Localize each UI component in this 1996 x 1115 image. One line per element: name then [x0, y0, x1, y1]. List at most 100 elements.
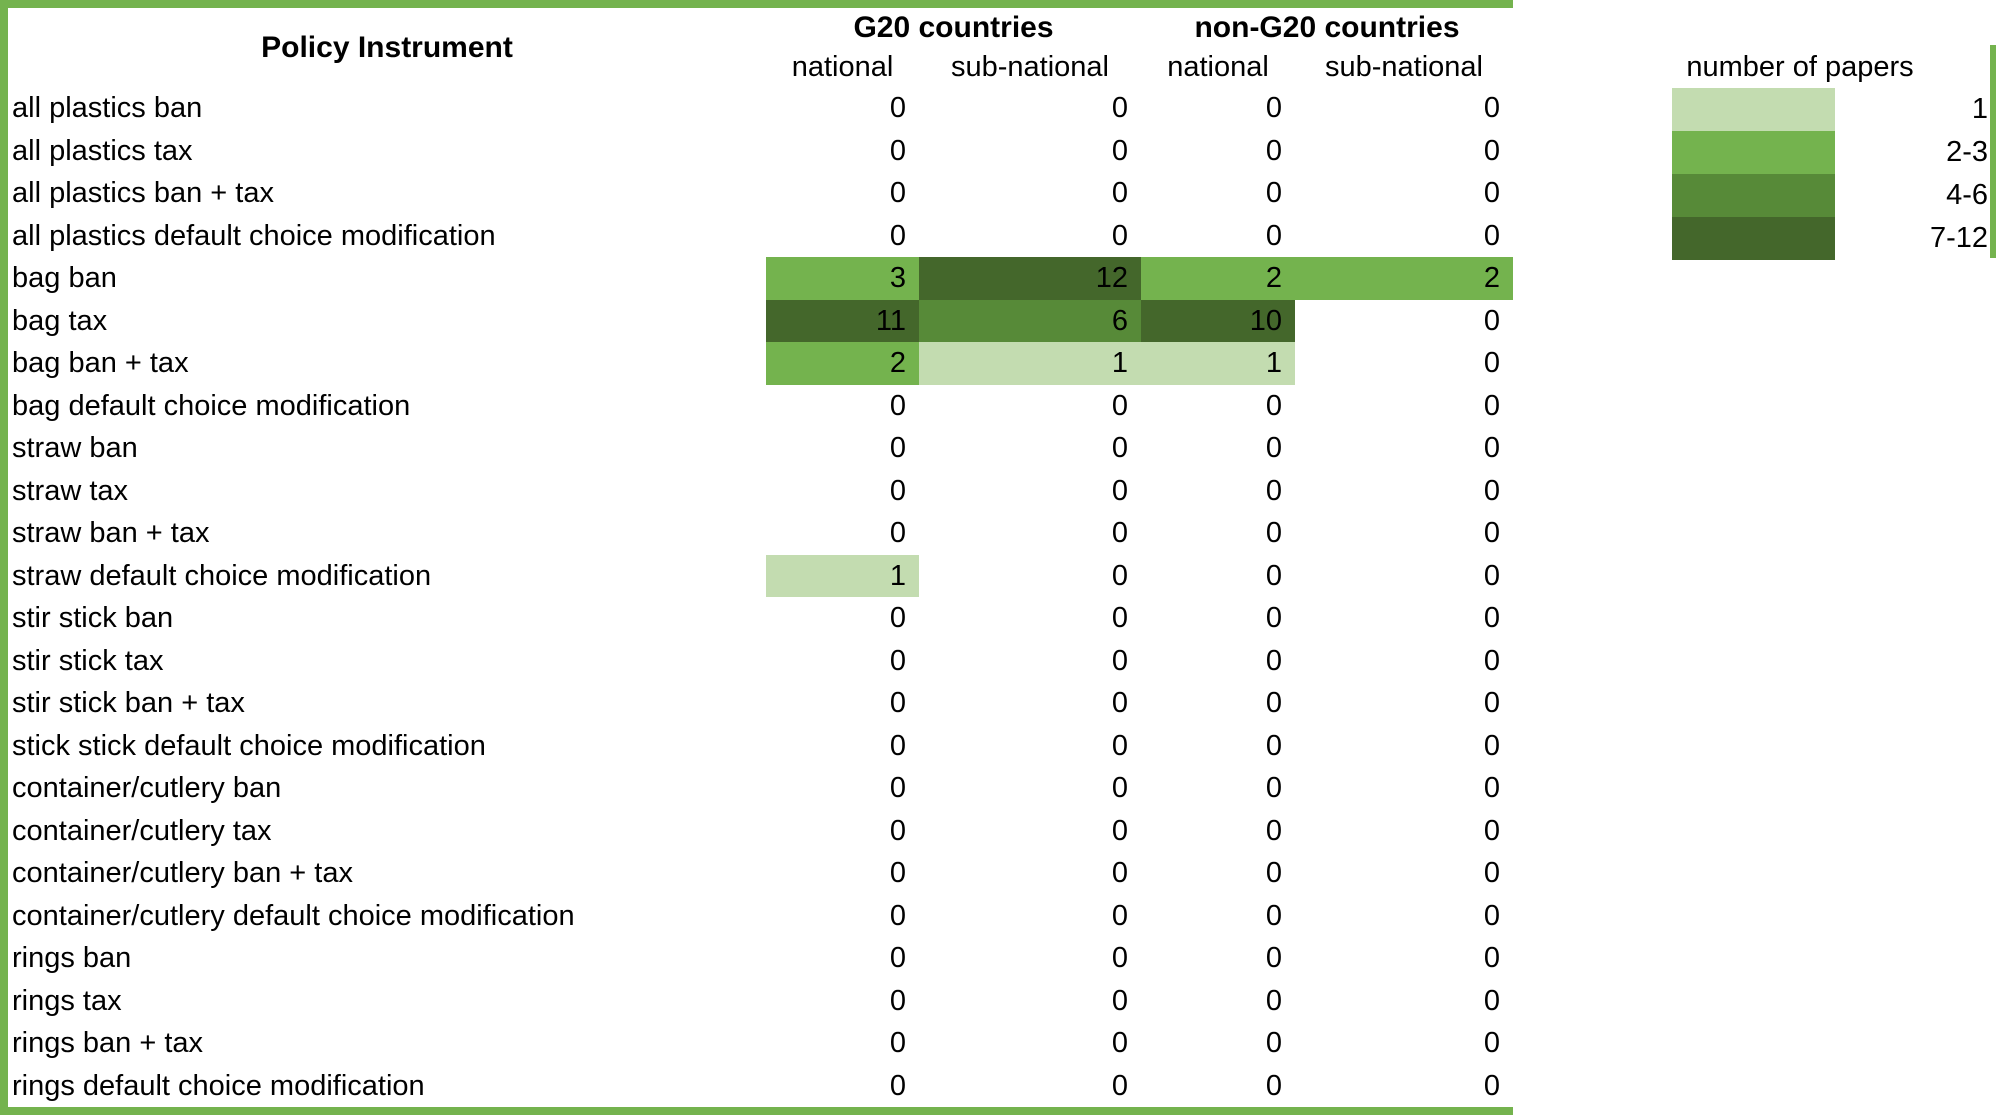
heatmap-cell: 0 — [1265, 602, 1282, 634]
table-row: all plastics tax 0 0 0 0 — [8, 130, 1513, 173]
heatmap-cell: 0 — [1483, 1069, 1500, 1102]
heatmap-cell: 0 — [1111, 984, 1128, 1017]
heatmap-cell: 0 — [889, 942, 906, 974]
heatmap-cell: 0 — [1111, 389, 1128, 422]
heatmap-cell: 0 — [1111, 559, 1128, 592]
column-group-g20: G20 countries — [853, 10, 1054, 44]
heatmap-cell: 11 — [766, 299, 919, 342]
heatmap-cell: 12 — [919, 257, 1141, 300]
legend-label: 7-12 — [1929, 222, 1988, 254]
row-label: stir stick tax — [12, 644, 164, 677]
heatmap-cell: 0 — [1483, 814, 1500, 847]
heatmap-cell: 0 — [1111, 474, 1128, 507]
heatmap-cell: 1 — [1141, 342, 1295, 385]
row-label: bag ban + tax — [12, 347, 189, 379]
column-group-non-g20: non-G20 countries — [1194, 10, 1460, 44]
heatmap-cell: 0 — [889, 602, 906, 634]
heatmap-cell: 2 — [1295, 257, 1513, 300]
table-row: stir stick ban 0 0 0 0 — [8, 597, 1513, 640]
heatmap-cell: 0 — [1483, 687, 1500, 719]
legend-color-scale — [1672, 88, 1835, 260]
heatmap-cell: 0 — [889, 92, 906, 124]
heatmap-cell: 0 — [1483, 644, 1500, 677]
row-label: straw default choice modification — [12, 559, 432, 592]
row-label: straw ban + tax — [12, 517, 210, 549]
heatmap-cell: 0 — [889, 687, 906, 719]
table-row: rings tax 0 0 0 0 — [8, 980, 1513, 1023]
heatmap-cell: 0 — [889, 899, 906, 932]
heatmap-cell: 0 — [1111, 814, 1128, 847]
heatmap-cell: 3 — [766, 257, 919, 300]
table-row: container/cutlery ban + tax 0 0 0 0 — [8, 852, 1513, 895]
row-label: bag ban — [12, 262, 117, 294]
table-row: bag default choice modification 0 0 0 0 — [8, 385, 1513, 428]
table-row: all plastics default choice modification… — [8, 215, 1513, 258]
table-row: straw default choice modification 1 0 0 0 — [8, 554, 1513, 597]
row-label: rings ban — [12, 942, 132, 974]
row-label: container/cutlery tax — [12, 814, 272, 847]
heatmap-cell: 0 — [1111, 134, 1128, 167]
heatmap-cell: 0 — [889, 517, 906, 549]
table-border-top — [0, 0, 1513, 8]
heatmap-cell: 0 — [1483, 942, 1500, 974]
heatmap-cell: 0 — [1265, 687, 1282, 719]
heatmap-cell: 0 — [1111, 1027, 1128, 1059]
heatmap-cell: 0 — [1265, 984, 1282, 1017]
heatmap-cell: 0 — [1483, 92, 1500, 124]
row-label: rings tax — [12, 984, 122, 1017]
heatmap-cell: 0 — [1265, 219, 1282, 252]
legend-title: number of papers — [1686, 50, 1914, 83]
heatmap-cell: 0 — [889, 984, 906, 1017]
row-label: container/cutlery ban — [12, 772, 282, 804]
heatmap-cell: 0 — [1265, 177, 1282, 209]
table-row: straw ban + tax 0 0 0 0 — [8, 512, 1513, 555]
heatmap-cell: 0 — [1483, 389, 1500, 422]
heatmap-cell: 0 — [889, 857, 906, 889]
heatmap-cell: 0 — [1265, 899, 1282, 932]
heatmap-cell: 0 — [1483, 432, 1500, 464]
row-label: all plastics ban — [12, 92, 203, 124]
heatmap-body: all plastics ban 0 0 0 0 all plastics tax 0 0 0 0… — [8, 87, 1513, 1107]
table-row: straw tax 0 0 0 0 — [8, 470, 1513, 513]
table-row: stick stick default choice modification 0… — [8, 725, 1513, 768]
legend-bin-labels: 1 2-3 4-6 7-12 — [1830, 88, 1988, 260]
heatmap-cell: 0 — [1265, 857, 1282, 889]
heatmap-cell: 0 — [1111, 432, 1128, 464]
heatmap-cell: 0 — [1111, 857, 1128, 889]
heatmap-cell: 0 — [889, 177, 906, 209]
row-label: stir stick ban — [12, 602, 174, 634]
heatmap-cell: 0 — [1265, 389, 1282, 422]
row-label: rings ban + tax — [12, 1027, 204, 1059]
table-border-bottom — [0, 1107, 1513, 1115]
table-border-left — [0, 0, 8, 1115]
legend-swatch — [1672, 217, 1835, 260]
heatmap-cell: 0 — [1483, 177, 1500, 209]
row-label: bag tax — [12, 304, 108, 337]
heatmap-cell: 0 — [1265, 729, 1282, 762]
table-row: rings ban + tax 0 0 0 0 — [8, 1022, 1513, 1065]
heatmap-cell: 2 — [1141, 257, 1295, 300]
heatmap-cell: 0 — [1111, 92, 1128, 124]
heatmap-cell: 0 — [889, 1069, 906, 1102]
heatmap-cell: 0 — [1483, 304, 1500, 337]
heatmap-cell: 0 — [889, 432, 906, 464]
row-label: container/cutlery default choice modific… — [12, 899, 575, 932]
heatmap-cell: 0 — [1265, 1027, 1282, 1059]
heatmap-cell: 0 — [889, 814, 906, 847]
heatmap-cell: 0 — [1483, 729, 1500, 762]
heatmap-cell: 1 — [766, 554, 919, 597]
row-label: stick stick default choice modification — [12, 729, 486, 762]
row-label: all plastics tax — [12, 134, 193, 167]
legend-label: 4-6 — [1946, 179, 1988, 211]
heatmap-cell: 0 — [889, 729, 906, 762]
heatmap-cell: 0 — [1111, 942, 1128, 974]
heatmap-cell: 2 — [766, 342, 919, 385]
heatmap-cell: 0 — [1111, 219, 1128, 252]
heatmap-cell: 0 — [1265, 644, 1282, 677]
heatmap-cell: 1 — [919, 342, 1141, 385]
table-row: bag tax 11 6 10 0 — [8, 299, 1513, 342]
column-header-g20-national: national — [791, 50, 894, 83]
heatmap-cell: 0 — [889, 134, 906, 167]
column-header-policy-instrument: Policy Instrument — [261, 30, 513, 64]
